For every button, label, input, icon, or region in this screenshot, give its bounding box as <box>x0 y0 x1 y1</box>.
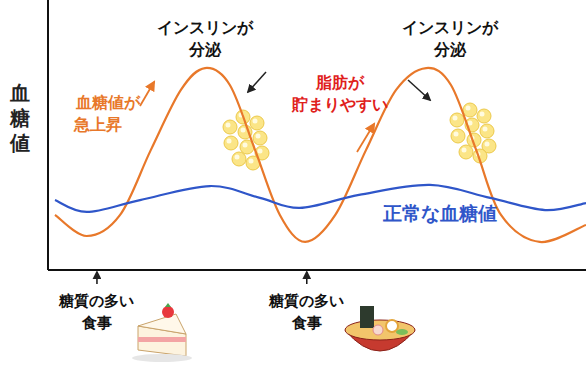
fat-blob-highlight <box>249 159 254 164</box>
cake-layer <box>138 337 186 342</box>
strawberry <box>162 306 174 318</box>
event-arrow <box>96 272 98 284</box>
event-label: 食事 <box>291 314 322 332</box>
y-axis-label-char: 血 <box>9 81 30 105</box>
egg <box>386 320 398 332</box>
strawberry-leaf <box>165 303 171 307</box>
nori <box>360 306 374 328</box>
fat-blob <box>223 120 237 134</box>
fat-blob-highlight <box>241 128 246 133</box>
annotation-text: インスリンが <box>157 18 254 37</box>
scallion <box>396 329 408 335</box>
fat-blob-highlight <box>480 112 485 117</box>
chart-root: 血糖値正常な血糖値インスリンが分泌インスリンが分泌脂肪が貯まりやすい血糖値が急上… <box>0 0 586 368</box>
annotation-text: インスリンが <box>402 18 499 37</box>
fat-blob-highlight <box>256 134 261 139</box>
fat-blob-highlight <box>258 149 263 154</box>
series-group <box>55 68 586 242</box>
fat-blob <box>450 113 464 127</box>
annotation-arrow <box>248 72 266 92</box>
annotation-text: 貯まりやすい <box>291 95 388 114</box>
fat-blob <box>232 152 246 166</box>
fat-blob-highlight <box>235 155 240 160</box>
annotation-text: 分泌 <box>188 40 222 59</box>
x-axis <box>48 269 586 271</box>
y-axis <box>47 0 49 270</box>
fat-blob-highlight <box>243 143 248 148</box>
series-line <box>55 185 586 212</box>
soup <box>345 320 415 340</box>
chart-svg: 血糖値正常な血糖値インスリンが分泌インスリンが分泌脂肪が貯まりやすい血糖値が急上… <box>0 0 586 368</box>
fat-blob-highlight <box>454 132 459 137</box>
annotation-arrow <box>408 80 430 100</box>
event-arrow <box>306 272 308 284</box>
annotation-arrow <box>357 124 374 152</box>
fat-blob <box>477 109 491 123</box>
naruto <box>373 325 383 335</box>
event-label: 糖質の多い <box>58 292 134 310</box>
fat-blob-highlight <box>253 119 258 124</box>
y-axis-label-char: 糖 <box>9 106 30 130</box>
cake-top <box>138 314 186 334</box>
fat-blob <box>463 103 477 117</box>
fat-blob-highlight <box>226 123 231 128</box>
annotation-text: 脂肪が <box>315 73 365 92</box>
event-label: 食事 <box>81 314 112 332</box>
plate <box>132 354 192 362</box>
fat-blob-highlight <box>462 148 467 153</box>
fat-blob-highlight <box>483 127 488 132</box>
fat-blob <box>224 136 238 150</box>
series-line <box>55 68 586 242</box>
fat-blob <box>253 131 267 145</box>
fat-blob <box>480 124 494 138</box>
series-label: 正常な血糖値 <box>382 202 497 224</box>
fat-blob-highlight <box>453 116 458 121</box>
y-axis-label-char: 値 <box>9 131 30 155</box>
annotation-text: 血糖値が <box>75 93 141 112</box>
cake-icon <box>132 303 192 362</box>
annotation-arrow <box>140 82 154 106</box>
fat-blob-highlight <box>227 139 232 144</box>
ramen-icon <box>345 306 415 351</box>
event-label: 糖質の多い <box>268 292 344 310</box>
annotation-text: 急上昇 <box>73 115 122 134</box>
fat-blob <box>250 116 264 130</box>
fat-blob-highlight <box>466 106 471 111</box>
fat-blob <box>451 129 465 143</box>
fat-blob <box>459 145 473 159</box>
y-axis-label: 血糖値 <box>9 81 30 155</box>
fat-blob-highlight <box>485 142 490 147</box>
annotation-text: 分泌 <box>433 40 467 59</box>
